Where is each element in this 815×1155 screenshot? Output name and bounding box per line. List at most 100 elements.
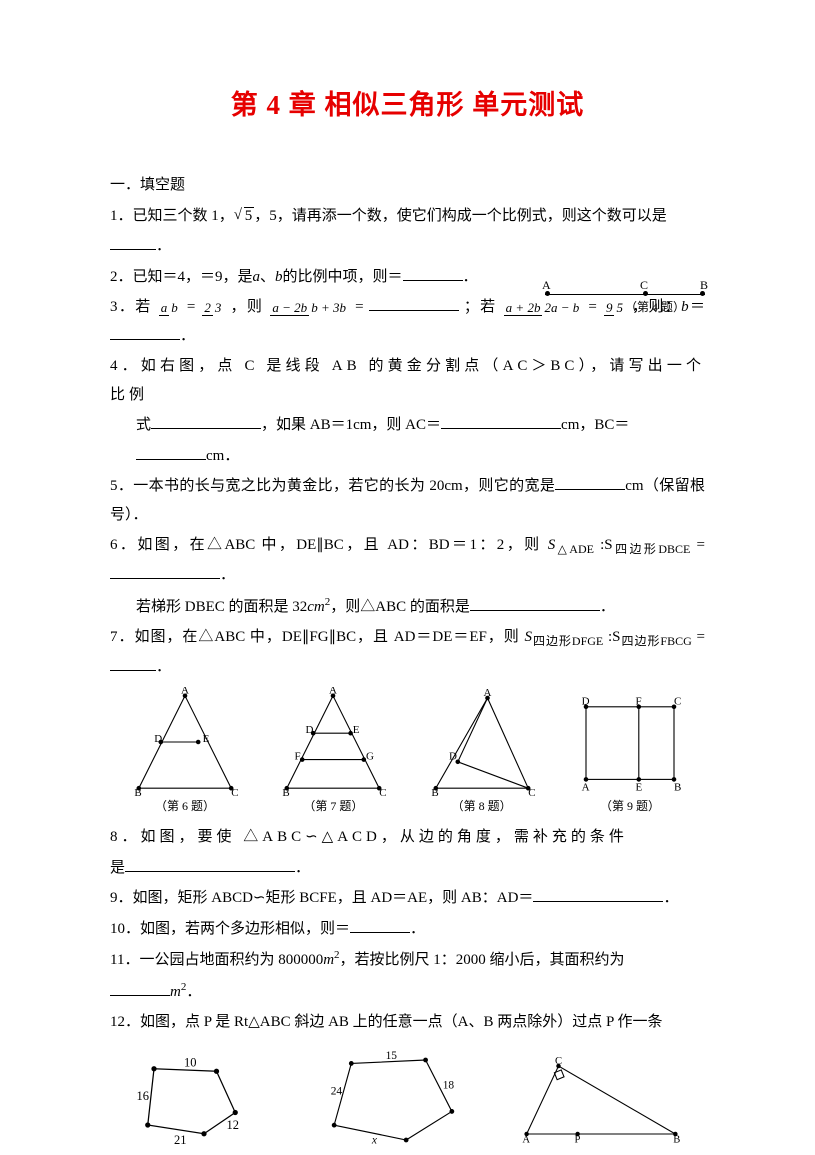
q7: 7．如图，在△ABC 中，DE∥FG∥BC，且 AD＝DE＝EF，则 S四边形D…	[110, 623, 705, 681]
q2-mid: 的比例中项，则＝	[283, 269, 403, 285]
var-a: a	[253, 269, 261, 285]
q9: 9．如图，矩形 ABCD∽矩形 BCFE，且 AD＝AE，则 AB：AD＝．	[110, 884, 705, 913]
svg-text:E: E	[635, 782, 642, 794]
point-label: B	[700, 274, 708, 297]
period: ．	[180, 328, 195, 344]
point-label: C	[640, 274, 648, 297]
page-title: 第 4 章 相似三角形 单元测试	[110, 80, 705, 131]
figure-9: DFCAEB （第 9 题）	[565, 687, 695, 817]
figure-caption: （第 8 题）	[417, 795, 547, 818]
svg-text:10: 10	[184, 1055, 197, 1069]
q6-l2pre: 若梯形 DBEC 的面积是 32	[136, 599, 307, 615]
q1-line2: ．	[110, 232, 705, 261]
svg-text:F: F	[295, 751, 301, 763]
period: ．	[156, 659, 171, 675]
unit: m	[323, 952, 334, 968]
blank[interactable]	[125, 856, 295, 872]
blank[interactable]	[110, 563, 220, 579]
period: ．	[410, 921, 425, 937]
svg-text:D: D	[449, 751, 457, 763]
eq: =	[692, 629, 705, 645]
subscript: 四边形FBCG	[621, 634, 692, 648]
point-label: A	[542, 274, 551, 297]
svg-text:B: B	[283, 787, 290, 797]
svg-text:G: G	[366, 751, 374, 763]
blank[interactable]	[110, 324, 180, 340]
figure-4: A C B （第 4 题）	[545, 286, 705, 312]
figure-caption: （第 9 题）	[565, 795, 695, 818]
svg-text:B: B	[673, 1134, 680, 1145]
fraction: ab	[159, 301, 180, 315]
svg-text:B: B	[674, 782, 681, 794]
q4-l2mid: ，如果 AB＝1cm，则 AC＝	[261, 417, 441, 433]
q11-l2: m2．	[110, 977, 705, 1007]
svg-text:A: A	[329, 687, 337, 697]
period: ．	[295, 860, 310, 876]
subscript: 四边形DFGE	[532, 634, 603, 648]
q9-pre: 9．如图，矩形 ABCD∽矩形 BCFE，且 AD＝AE，则 AB：AD＝	[110, 890, 533, 906]
svg-text:B: B	[134, 787, 141, 797]
blank[interactable]	[110, 234, 156, 250]
q4-unit: cm，BC＝	[561, 417, 629, 433]
svg-text:C: C	[528, 787, 535, 797]
sqrt-icon: 5	[234, 202, 255, 231]
blank[interactable]	[441, 413, 561, 429]
svg-text:D: D	[306, 725, 314, 737]
svg-text:D: D	[154, 733, 162, 745]
unit: m	[170, 984, 181, 1000]
q3-mid2: ；若	[464, 299, 502, 315]
q8-l1: 8．如图，要使 △ABC∽△ACD，从边的角度，需补充的条件	[110, 823, 705, 852]
blank[interactable]	[470, 595, 600, 611]
svg-text:F: F	[635, 696, 641, 708]
q4-l1: 4．如右图，点 C 是线段 AB 的黄金分割点（AC＞BC），请写出一个比例	[110, 352, 705, 409]
sym-s: S	[525, 629, 533, 645]
q2-pre: 2．已知＝4，＝9，是	[110, 269, 253, 285]
svg-text:B: B	[431, 787, 438, 797]
svg-text:A: A	[483, 687, 491, 699]
section-heading: 一．填空题	[110, 171, 705, 200]
figure-10b: 152418x	[317, 1045, 477, 1125]
period: ．	[463, 269, 478, 285]
svg-text:12: 12	[227, 1118, 240, 1132]
blank[interactable]	[110, 980, 170, 996]
svg-text:C: C	[231, 787, 238, 797]
blank[interactable]	[350, 917, 410, 933]
fraction: 23	[202, 301, 223, 315]
blank[interactable]	[151, 413, 261, 429]
svg-text:18: 18	[443, 1079, 455, 1091]
blank[interactable]	[136, 444, 206, 460]
q4-l2pre: 式	[136, 417, 151, 433]
q10: 10．如图，若两个多边形相似，则＝ ．	[110, 915, 705, 944]
svg-text:21: 21	[174, 1133, 187, 1147]
subscript: △ADE	[555, 542, 594, 556]
q11-pre: 11．一公园占地面积约为 800000	[110, 952, 323, 968]
blank[interactable]	[533, 886, 663, 902]
svg-text:E: E	[203, 733, 210, 745]
q10-pre: 10．如图，若两个多边形相似，则＝	[110, 921, 350, 937]
svg-text:D: D	[582, 696, 590, 708]
blank[interactable]	[369, 295, 459, 311]
q3-mid1: ，则	[231, 299, 269, 315]
blank[interactable]	[403, 265, 463, 281]
blank[interactable]	[555, 474, 625, 490]
svg-text:A: A	[522, 1134, 530, 1145]
q8-l2pre: 是	[110, 860, 125, 876]
figure-row-bottom: 10161221 152418x CAPB	[110, 1045, 705, 1125]
q11-mid: ，若按比例尺 1：2000 缩小后，其面积约为	[340, 952, 625, 968]
q7-pre: 7．如图，在△ABC 中，DE∥FG∥BC，且 AD＝DE＝EF，则	[110, 629, 525, 645]
figure-12: CAPB	[516, 1045, 686, 1125]
figure-caption: （第 6 题）	[120, 795, 250, 818]
svg-text:C: C	[380, 787, 387, 797]
blank[interactable]	[110, 655, 156, 671]
svg-text:C: C	[555, 1056, 562, 1067]
subscript: 四边形DBCE	[613, 542, 691, 556]
q5-pre: 5．一本书的长与宽之比为黄金比，若它的长为 20cm，则它的宽是	[110, 478, 555, 494]
period: ．	[156, 238, 171, 254]
period: ．	[220, 567, 235, 583]
period: ．	[186, 984, 201, 1000]
q11: 11．一公园占地面积约为 800000m2，若按比例尺 1：2000 缩小后，其…	[110, 945, 705, 975]
q4-l2: 式 ，如果 AB＝1cm，则 AC＝ cm，BC＝	[110, 411, 705, 440]
fraction: a − 2bb + 3b	[270, 301, 348, 315]
q6-l2mid: ，则△ABC 的面积是	[330, 599, 470, 615]
colon: :S	[603, 629, 620, 645]
